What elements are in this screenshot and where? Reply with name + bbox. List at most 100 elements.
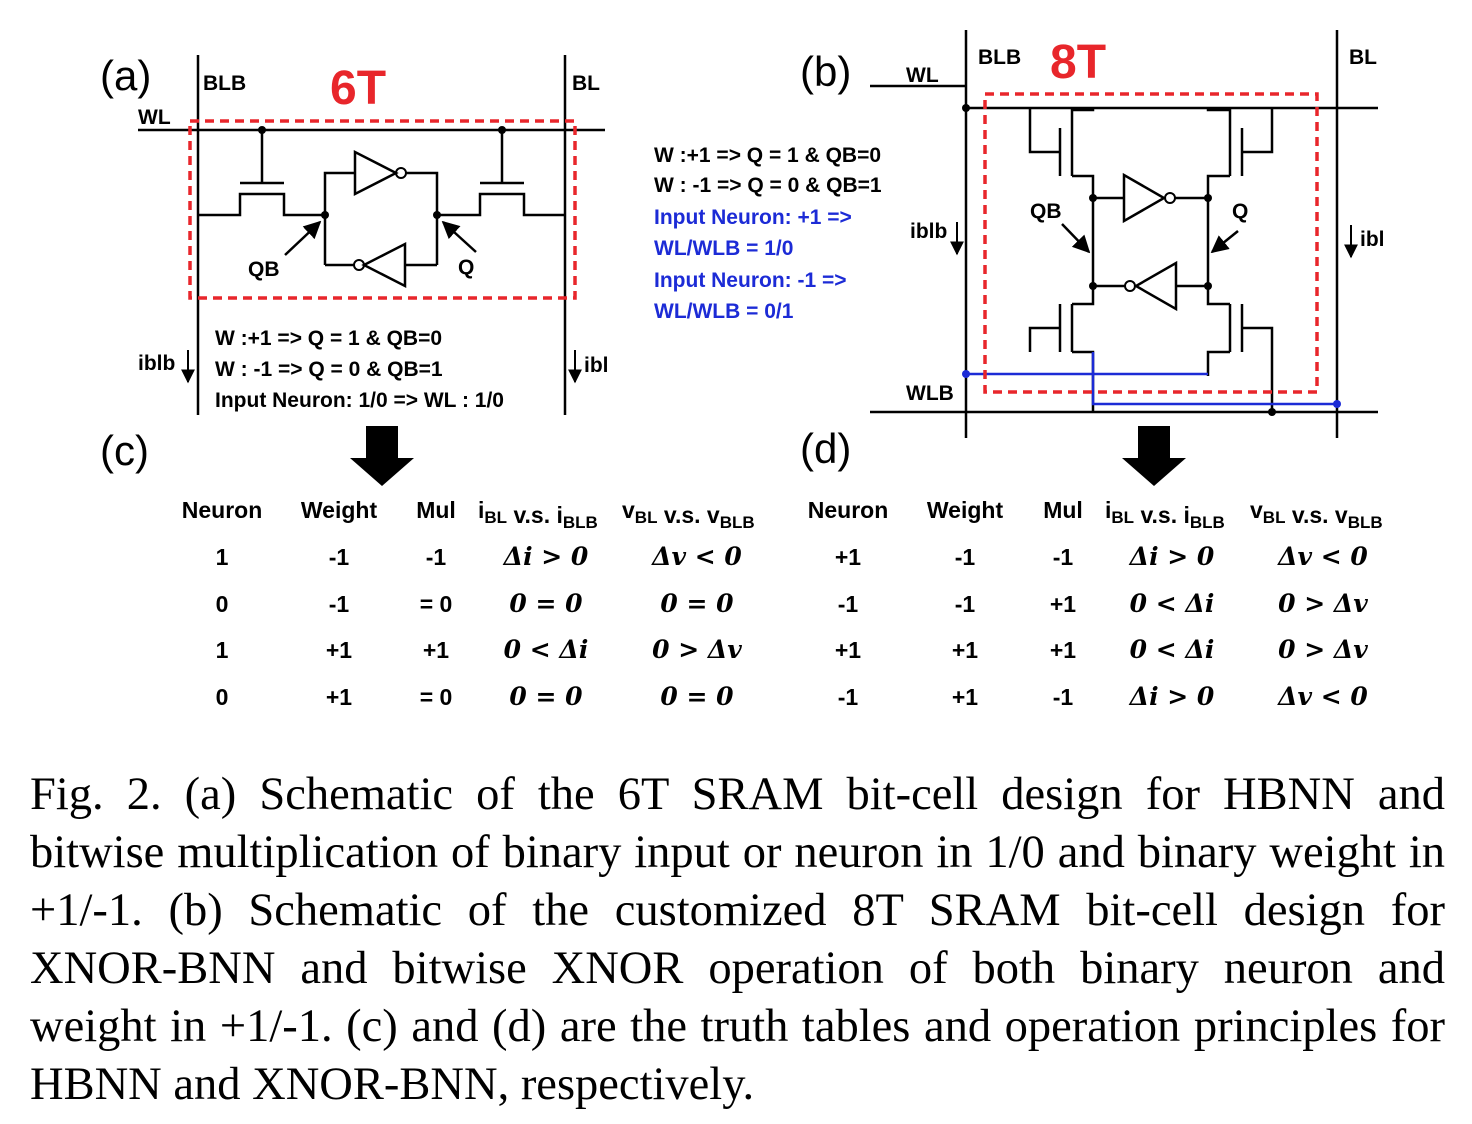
panel-b-8t-schematic: (b) 8T BLB BL WL WLB [654,30,1385,438]
panel_c-cell-2-0: 1 [216,637,229,663]
note-b-blue-4: WL/WLB = 0/1 [654,300,794,323]
note-b-blue-2: WL/WLB = 1/0 [654,237,793,260]
panel_d-i-compare-header: iBL v.s. iBLB [1105,497,1225,532]
panel-c-tag: (c) [100,427,149,474]
panel_d-cell-0-4: Δv < 0 [1276,542,1368,571]
bl-label: BL [572,72,600,95]
panel_d-cell-2-4: 0 > Δv [1278,635,1368,664]
note-b-blue-3: Input Neuron: -1 => [654,269,847,292]
panel_c-cell-1-1: -1 [329,591,350,617]
panel_d-cell-3-0: -1 [838,684,859,710]
panel_c-cell-3-3: 0 = 0 [509,682,583,711]
panel-b-tag: (b) [800,48,851,95]
note-a-2: W : -1 => Q = 0 & QB=1 [215,358,443,381]
panel-b-title: 8T [1050,36,1106,89]
panel_c-cell-0-0: 1 [216,544,229,570]
panel_d-cell-2-0: +1 [835,637,861,663]
q-label: Q [458,256,474,279]
panel_d-cell-2-1: +1 [952,637,978,663]
panel_c-i-compare-header: iBL v.s. iBLB [478,497,598,532]
access-transistor-bottom-right [1206,286,1276,416]
figure-caption: Fig. 2. (a) Schematic of the 6T SRAM bit… [30,769,1445,1110]
panel-a-tag: (a) [100,52,151,99]
iblb-label: iblb [138,352,175,375]
panel_d-cell-1-0: -1 [838,591,859,617]
note-a-1: W :+1 => Q = 1 & QB=0 [215,327,442,350]
panel_c-cell-0-3: Δi > 0 [502,542,589,571]
panel_d-cell-0-3: Δi > 0 [1128,542,1215,571]
panel_d-cell-2-2: +1 [1050,637,1076,663]
panel_c-cell-2-2: +1 [423,637,449,663]
panel_d-cell-0-0: +1 [835,544,861,570]
cell-boundary-8t [983,92,1319,394]
panel_d-header-2: Mul [1043,497,1083,523]
panel_d-header-0: Neuron [808,497,889,523]
qb-label: QB [248,258,280,281]
panel_d-cell-1-3: 0 < Δi [1130,589,1215,618]
q-label-8t: Q [1232,200,1248,223]
access-transistor-top-left [1028,108,1095,198]
panel_d-cell-2-3: 0 < Δi [1130,635,1215,664]
panel_d-cell-1-1: -1 [955,591,976,617]
cell-boundary-6t [188,119,577,300]
note-a-3: Input Neuron: 1/0 => WL : 1/0 [215,389,504,412]
panel_d-cell-3-4: Δv < 0 [1276,682,1368,711]
panel_d-cell-3-1: +1 [952,684,978,710]
panel-a-title: 6T [330,62,386,115]
panel_c-cell-3-1: +1 [326,684,352,710]
bl-label-8t: BL [1349,46,1377,69]
note-b-1: W :+1 => Q = 1 & QB=0 [654,144,881,167]
panel_d-v-compare-header: vBL v.s. vBLB [1250,497,1383,532]
panel_c-cell-3-2: = 0 [420,684,453,710]
q-arrow-8t [1210,230,1239,254]
wlb-label: WLB [906,382,954,405]
panel_c-cell-1-0: 0 [216,591,229,617]
panel_c-cell-2-4: 0 > Δv [652,635,742,664]
panel_d-cell-3-2: -1 [1053,684,1074,710]
panel_d-cell-0-1: -1 [955,544,976,570]
wl-label-8t: WL [906,64,939,87]
down-arrow-d [1122,426,1186,486]
blb-label-8t: BLB [978,46,1021,69]
qb-arrow [284,220,322,256]
panel_c-cell-3-4: 0 = 0 [660,682,734,711]
panel_d-cell-1-2: +1 [1050,591,1076,617]
note-b-blue-1: Input Neuron: +1 => [654,206,852,229]
iblb-label-8t: iblb [910,220,947,243]
inverter-loop [321,149,441,289]
panel_c-cell-1-4: 0 = 0 [660,589,734,618]
panel_c-cell-2-1: +1 [326,637,352,663]
ibl-label-8t: ibl [1360,228,1385,251]
q-arrow [441,220,477,253]
panel_d-cell-0-2: -1 [1053,544,1074,570]
note-b-2: W : -1 => Q = 0 & QB=1 [654,174,882,197]
panel_c-cell-1-3: 0 = 0 [509,589,583,618]
access-transistor-top-right [1206,108,1274,198]
access-transistor-right [437,130,565,217]
panel_c-header-0: Neuron [182,497,263,523]
wl-label: WL [138,106,171,129]
panel_c-cell-0-1: -1 [329,544,350,570]
panel_c-header-2: Mul [416,497,456,523]
panel-d-tag: (d) [800,425,851,472]
blue-route-bl [1091,352,1337,406]
blb-label: BLB [203,72,246,95]
panel_d-cell-1-4: 0 > Δv [1278,589,1368,618]
inverter-loop-8t [1089,172,1212,312]
panel_c-header-1: Weight [301,497,378,523]
truth-table-c: Neuron Weight Mul iBL v.s. iBLB vBL v.s. vBL… [182,497,755,711]
qb-label-8t: QB [1030,200,1062,223]
access-transistor-left [198,130,325,217]
panel_c-cell-3-0: 0 [216,684,229,710]
panel-a-6t-schematic: (a) 6T BLB BL WL [100,52,609,415]
down-arrow-c [350,426,414,486]
panel_c-cell-0-2: -1 [426,544,447,570]
panel_c-cell-1-2: = 0 [420,591,453,617]
panel_c-cell-0-4: Δv < 0 [650,542,742,571]
panel_d-header-1: Weight [927,497,1004,523]
panel_c-v-compare-header: vBL v.s. vBLB [622,497,755,532]
panel_d-cell-3-3: Δi > 0 [1128,682,1215,711]
ibl-label: ibl [584,354,609,377]
truth-table-d: Neuron Weight Mul iBL v.s. iBLB vBL v.s. vBL… [808,497,1383,711]
